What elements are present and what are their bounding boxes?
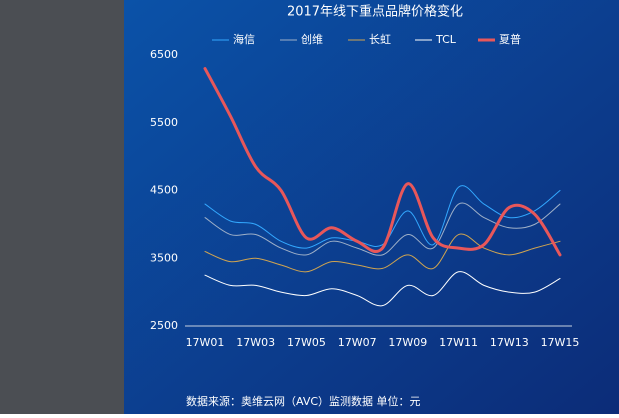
legend-label: TCL (435, 33, 457, 46)
x-tick-label: 17W13 (490, 336, 529, 349)
x-tick-label: 17W01 (186, 336, 225, 349)
footnote: 数据来源：奥维云网（AVC）监测数据 单位：元 (186, 394, 421, 408)
x-tick-label: 17W07 (338, 336, 377, 349)
series-line (204, 202, 561, 256)
chart-background (124, 0, 619, 414)
y-tick-label: 3500 (150, 251, 178, 264)
series-line (204, 271, 561, 307)
legend-label: 创维 (301, 33, 323, 46)
legend-label: 长虹 (369, 33, 391, 46)
legend-label: 海信 (233, 32, 255, 46)
x-tick-label: 17W05 (287, 336, 326, 349)
y-tick-label: 5500 (150, 116, 178, 129)
y-tick-label: 2500 (150, 319, 178, 332)
x-tick-label: 17W03 (236, 336, 275, 349)
series-line (204, 233, 561, 273)
x-tick-label: 17W11 (439, 336, 478, 349)
side-panel (0, 0, 124, 414)
y-tick-label: 6500 (150, 48, 178, 61)
series-line (203, 67, 562, 257)
x-tick-label: 17W15 (541, 336, 580, 349)
legend-label: 夏普 (499, 32, 521, 46)
x-tick-label: 17W09 (388, 336, 427, 349)
chart-title: 2017年线下重点品牌价格变化 (287, 4, 463, 20)
y-tick-label: 4500 (150, 184, 178, 197)
